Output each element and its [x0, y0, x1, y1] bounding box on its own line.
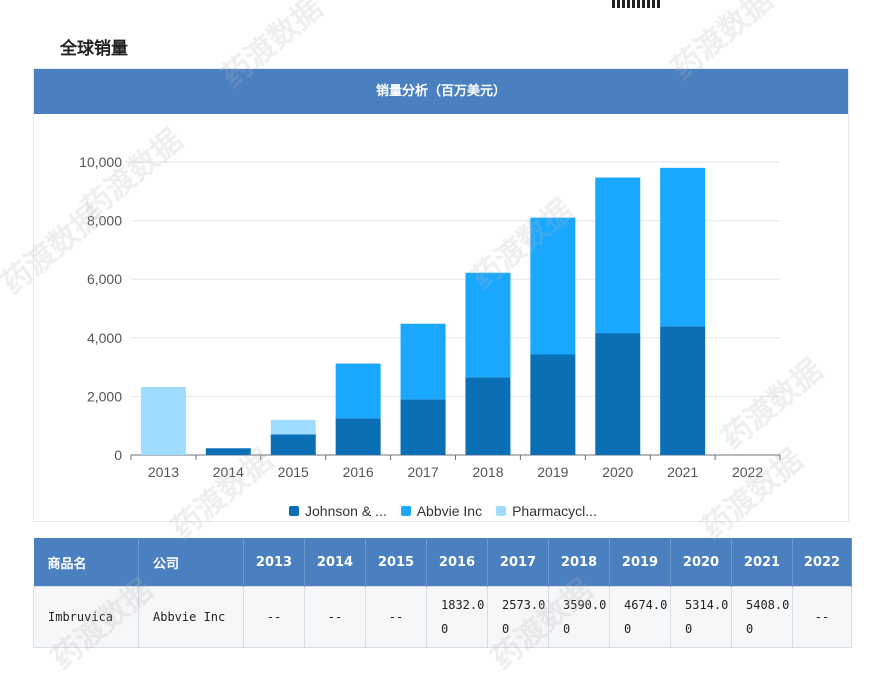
x-tick-label: 2019	[537, 464, 568, 480]
y-tick-label: 0	[114, 447, 122, 463]
legend-swatch	[289, 506, 299, 516]
bar-segment	[140, 387, 186, 455]
table-header-cell[interactable]: 2016	[426, 538, 488, 587]
table-header-cell[interactable]: 2013	[243, 538, 305, 587]
table-cell: --	[792, 586, 852, 648]
x-tick-label: 2017	[407, 464, 438, 480]
sales-table: 商品名 公司 2013 2014 2015 2016 2017 2018 2019 2020 202…	[33, 538, 852, 648]
section-title: 全球销量	[60, 39, 128, 59]
bar-segment	[660, 326, 706, 455]
table-cell: Imbruvica	[33, 586, 139, 648]
sales-table-wrap: 商品名 公司 2013 2014 2015 2016 2017 2018 2019 2020 202…	[33, 538, 852, 648]
bar-segment	[270, 419, 316, 435]
chart-legend[interactable]: Johnson & ... Abbvie Inc Pharmacycl...	[289, 501, 611, 521]
table-header-cell[interactable]: 公司	[138, 538, 244, 587]
x-tick-label: 2014	[213, 464, 244, 480]
bar-segment	[335, 418, 381, 455]
table-header-row: 商品名 公司 2013 2014 2015 2016 2017 2018 2019 2020 202…	[33, 538, 852, 587]
table-header-cell[interactable]: 2014	[304, 538, 366, 587]
table-body: Imbruvica Abbvie Inc -- -- -- 1832.00 2573.00 3…	[33, 586, 852, 648]
table-header-cell[interactable]: 2022	[792, 538, 852, 587]
table-header-cell[interactable]: 2021	[731, 538, 793, 587]
table-header-cell[interactable]: 2019	[609, 538, 671, 587]
table-cell: 5314.00	[670, 586, 732, 648]
legend-item[interactable]: Johnson & ...	[289, 503, 387, 519]
table-header-cell[interactable]: 2017	[487, 538, 549, 587]
legend-item[interactable]: Pharmacycl...	[496, 503, 597, 519]
table-header-cell[interactable]: 2020	[670, 538, 732, 587]
table-cell: --	[243, 586, 305, 648]
x-tick-label: 2015	[278, 464, 309, 480]
bar-segment	[465, 272, 511, 378]
y-tick-label: 10,000	[79, 154, 122, 170]
bar-segment	[530, 217, 576, 355]
table-cell: 5408.00	[731, 586, 793, 648]
bar-segment	[530, 354, 576, 455]
y-tick-label: 2,000	[87, 388, 122, 404]
table-row: Imbruvica Abbvie Inc -- -- -- 1832.00 2573.00 3…	[33, 586, 852, 648]
table-cell: 2573.00	[487, 586, 549, 648]
chart-title: 销量分析（百万美元）	[34, 69, 848, 114]
legend-swatch	[400, 506, 411, 516]
legend-swatch	[496, 506, 507, 516]
x-tick-label: 2013	[148, 464, 179, 480]
x-tick-label: 2018	[472, 464, 503, 480]
bar-segment	[595, 177, 641, 334]
legend-label: Pharmacycl...	[512, 503, 597, 519]
bar-segment	[595, 333, 641, 455]
bar-segment	[400, 399, 446, 455]
legend-item[interactable]: Abbvie Inc	[400, 503, 483, 519]
x-tick-label: 2022	[732, 464, 763, 480]
table-cell: 3590.00	[548, 586, 610, 648]
table-cell: --	[365, 586, 427, 648]
table-header-cell[interactable]: 商品名	[33, 538, 139, 587]
bar-segment	[270, 434, 316, 455]
bar-segment	[400, 323, 446, 400]
bar-segment	[465, 377, 511, 455]
legend-label: Abbvie Inc	[416, 503, 483, 519]
x-tick-label: 2020	[602, 464, 633, 480]
x-tick-label: 2016	[343, 464, 374, 480]
y-tick-label: 4,000	[87, 330, 122, 346]
table-cell: Abbvie Inc	[138, 586, 244, 648]
bar-segment	[205, 448, 251, 455]
table-header-cell[interactable]: 2018	[548, 538, 610, 587]
table-cell: --	[304, 586, 366, 648]
legend-label: Johnson & ...	[305, 503, 387, 519]
bar-chart: 0 2,000 4,000 6,000 8,000 10,000 2013 2014 2015 2…	[79, 154, 781, 480]
y-tick-label: 6,000	[87, 271, 122, 287]
qr-code-icon	[612, 0, 660, 8]
table-cell: 1832.00	[426, 586, 488, 648]
bar-segment	[335, 363, 381, 419]
table-cell: 4674.00	[609, 586, 671, 648]
table-header-cell[interactable]: 2015	[365, 538, 427, 587]
x-tick-label: 2021	[667, 464, 698, 480]
chart-card: 销量分析（百万美元） 0 2,000 4,000 6,000 8,000 10,000 20…	[33, 68, 849, 522]
bar-segment	[660, 167, 706, 327]
top-strip	[0, 0, 889, 10]
y-tick-label: 8,000	[87, 213, 122, 229]
